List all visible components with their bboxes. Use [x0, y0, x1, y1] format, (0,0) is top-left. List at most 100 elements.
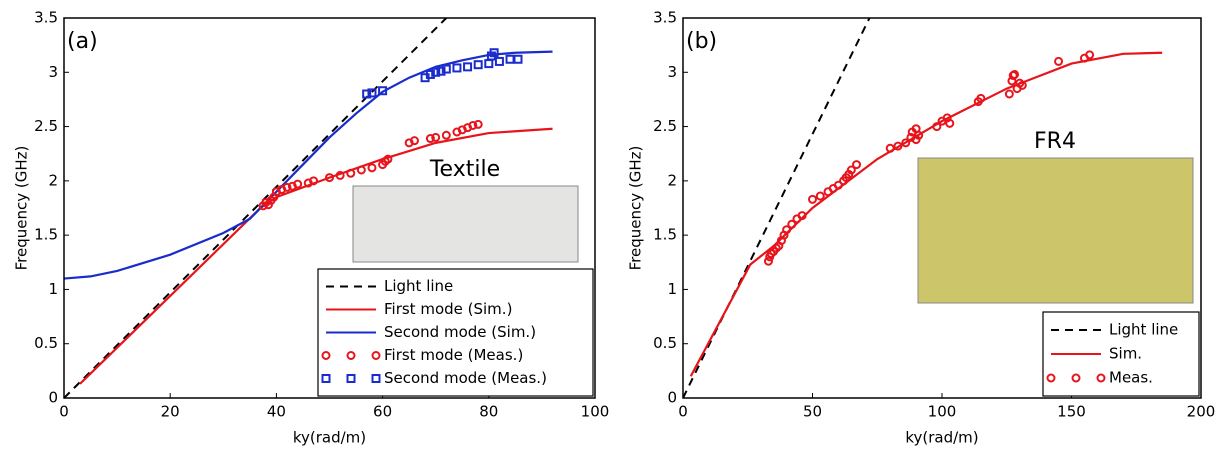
annotation: FR4 — [1034, 129, 1076, 154]
data-point — [409, 136, 419, 146]
y-tick-label: 3 — [48, 63, 58, 81]
y-tick-label: 0 — [48, 389, 58, 407]
y-tick-label: 1 — [48, 280, 58, 298]
y-tick-label: 0.5 — [34, 334, 58, 352]
y-axis-label: Frequency (GHz) — [13, 146, 31, 271]
y-tick-label: 2.5 — [653, 117, 677, 135]
panel-label: (b) — [686, 29, 717, 54]
y-tick-label: 2 — [667, 171, 677, 189]
y-tick-label: 0.5 — [653, 334, 677, 352]
data-point — [383, 154, 393, 164]
y-tick-label: 2.5 — [34, 117, 58, 135]
legend-marker — [321, 351, 331, 360]
data-point — [468, 120, 478, 130]
y-tick-label: 2 — [48, 171, 58, 189]
x-tick-label: 20 — [161, 403, 180, 421]
x-tick-label: 200 — [1187, 403, 1216, 421]
legend-marker — [346, 374, 356, 383]
data-point — [425, 69, 435, 79]
inset-photo — [352, 185, 579, 263]
x-tick-label: 0 — [678, 403, 688, 421]
data-point — [473, 60, 483, 70]
data-point — [425, 134, 435, 144]
legend-marker — [371, 351, 381, 360]
data-point — [431, 132, 441, 142]
y-tick-label: 3 — [667, 63, 677, 81]
data-point — [1010, 69, 1020, 79]
data-point — [484, 59, 494, 69]
data-point — [808, 194, 817, 204]
legend-marker — [1071, 373, 1081, 383]
data-point — [787, 219, 797, 229]
data-point — [335, 170, 345, 180]
data-point — [452, 63, 462, 73]
x-tick-label: 0 — [59, 403, 69, 421]
legend-label: Second mode (Sim.) — [384, 323, 536, 341]
data-point — [1004, 89, 1014, 99]
data-point — [494, 56, 504, 66]
y-tick-label: 1.5 — [34, 226, 58, 244]
data-point — [293, 179, 303, 189]
legend-label: Light line — [384, 277, 453, 295]
data-point — [367, 88, 377, 98]
legend-label: Meas. — [1109, 369, 1153, 387]
data-point — [797, 211, 807, 221]
inset-photo — [917, 157, 1194, 304]
data-point — [1054, 56, 1064, 66]
data-point — [815, 191, 825, 201]
series-line — [64, 18, 448, 398]
x-tick-label: 100 — [581, 403, 610, 421]
data-point — [346, 168, 356, 178]
legend-label: Second mode (Meas.) — [384, 369, 547, 387]
data-point — [914, 130, 924, 140]
legend-label: First mode (Meas.) — [384, 346, 523, 364]
data-point — [325, 173, 334, 183]
y-axis-label: Frequency (GHz) — [627, 146, 645, 271]
x-tick-label: 80 — [479, 403, 498, 421]
data-point — [356, 165, 366, 175]
data-point — [489, 48, 499, 58]
y-tick-label: 1.5 — [653, 226, 677, 244]
legend-marker — [1046, 373, 1056, 383]
y-tick-label: 0 — [667, 389, 677, 407]
data-point — [763, 256, 773, 266]
data-point — [901, 138, 911, 148]
data-point — [1085, 50, 1095, 60]
data-point — [505, 54, 515, 64]
data-point — [932, 122, 942, 132]
series-line — [64, 50, 553, 280]
data-point — [782, 225, 792, 235]
data-point — [833, 180, 843, 190]
legend-label: Sim. — [1109, 345, 1142, 363]
y-tick-label: 3.5 — [653, 9, 677, 27]
data-point — [945, 118, 955, 128]
x-tick-label: 60 — [373, 403, 392, 421]
panel-label: (a) — [67, 29, 98, 54]
x-tick-label: 150 — [1057, 403, 1086, 421]
data-point — [441, 64, 451, 74]
data-point — [1017, 80, 1027, 90]
data-point — [463, 62, 473, 72]
plot-frame — [682, 17, 1202, 399]
data-point — [309, 176, 319, 186]
data-point — [893, 141, 903, 151]
legend-label: First mode (Sim.) — [384, 300, 512, 318]
legend-marker — [321, 374, 331, 383]
series-line — [683, 18, 871, 398]
legend-marker — [1096, 373, 1106, 383]
data-point — [852, 160, 862, 170]
data-point — [431, 67, 441, 77]
data-point — [473, 119, 483, 129]
x-axis-label: ky(rad/m) — [905, 429, 978, 447]
x-axis-label: ky(rad/m) — [293, 429, 366, 447]
data-point — [976, 93, 986, 103]
x-tick-label: 40 — [267, 403, 286, 421]
x-tick-label: 100 — [928, 403, 957, 421]
data-point — [513, 54, 523, 64]
data-point — [846, 165, 856, 175]
data-point — [282, 182, 292, 192]
x-tick-label: 50 — [803, 403, 822, 421]
annotation: Textile — [429, 157, 500, 182]
